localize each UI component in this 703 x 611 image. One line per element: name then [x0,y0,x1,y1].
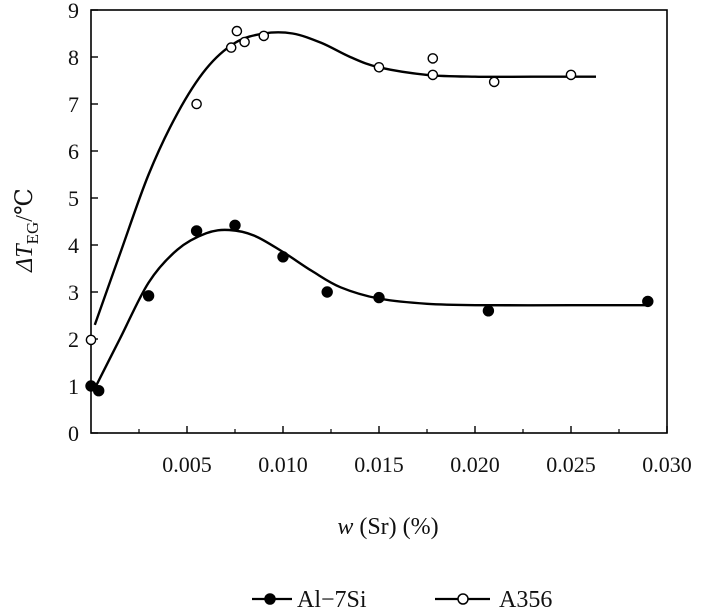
fit-curve-al7si [93,228,648,389]
y-axis-label: ΔTEG/℃ [12,188,42,273]
legend-marker-filled-icon [264,593,276,605]
y-axis-label-unit: /℃ [12,188,38,222]
data-point-a356 [191,98,202,110]
legend-label-a356: A356 [499,587,552,611]
x-axis-label: w (Sr) (%) [337,514,438,540]
data-point-a356 [488,76,500,88]
legend-marker-open-icon [457,593,469,605]
data-point-al7si [321,286,333,298]
plot-frame [90,9,668,434]
data-point-al7si [373,291,385,304]
x-axis-label-rest: (Sr) (%) [359,514,438,540]
plot-area: 0 1 2 3 4 5 6 7 8 9 0.005 0.010 0.015 0.020 0.025 0.03… [68,0,692,477]
data-point-a356 [427,69,439,81]
y-tick-label: 4 [68,233,79,258]
data-point-al7si [92,385,105,397]
data-point-a356 [85,334,97,346]
data-point-a356 [373,62,385,73]
data-point-al7si [642,295,654,308]
data-point-a356 [225,42,237,53]
x-tick-label: 0.015 [354,452,404,477]
data-point-al7si [142,290,155,302]
legend-item-al7si: Al−7Si [252,587,367,611]
y-tick-label: 7 [68,92,79,117]
x-tick-label: 0.030 [642,452,692,477]
x-tick-label: 0.010 [258,452,308,477]
legend: Al−7Si A356 [252,587,552,611]
y-tick-label: 9 [68,0,79,23]
y-tick-label: 3 [68,280,79,305]
y-tick-label: 1 [68,374,79,399]
y-tick-label: 2 [68,327,79,352]
x-tick-label: 0.005 [162,452,212,477]
data-point-a356 [427,53,439,64]
data-point-a356 [258,30,270,42]
y-tick-label: 8 [68,45,79,70]
x-tick-label: 0.025 [546,452,596,477]
y-axis-ticks: 0 1 2 3 4 5 6 7 8 9 [68,0,98,446]
data-point-al7si [277,251,289,263]
y-tick-label: 0 [68,421,79,446]
data-markers [85,25,654,397]
legend-label-al7si: Al−7Si [297,587,367,611]
data-point-al7si [190,225,203,237]
data-point-a356 [239,36,250,48]
y-tick-label: 5 [68,186,79,211]
fit-curves [93,31,648,389]
y-axis-label-base: ΔT [12,243,38,273]
fit-curve-a356 [93,31,596,326]
x-axis-label-var: w [337,514,353,540]
data-point-a356 [565,69,577,81]
y-axis-label-subscript: EG [23,222,42,245]
data-point-al7si [482,305,495,317]
y-tick-label: 6 [68,139,79,164]
data-point-a356 [231,25,243,37]
legend-item-a356: A356 [435,587,552,611]
data-point-al7si [229,219,241,232]
x-tick-label: 0.020 [450,452,500,477]
x-axis-ticks: 0.005 0.010 0.015 0.020 0.025 0.030 [138,426,692,477]
